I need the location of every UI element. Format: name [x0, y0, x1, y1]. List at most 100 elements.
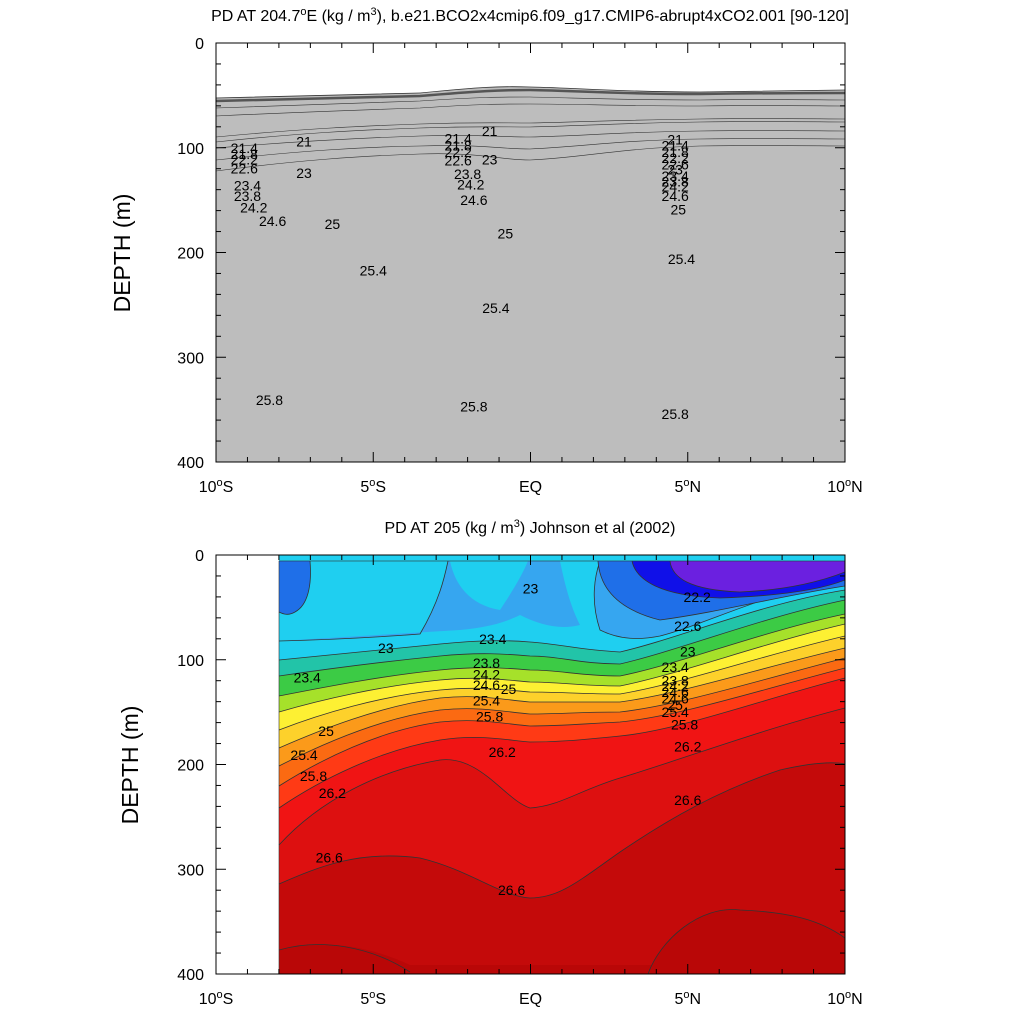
y-tick-label: 0 — [195, 548, 204, 565]
x-tick-label: 5oS — [360, 989, 386, 1008]
contour-label: 24.2 — [662, 179, 689, 195]
contour-label: 24.6 — [473, 677, 500, 693]
contour-label: 21.4 — [662, 138, 689, 154]
x-tick-label: 5oN — [674, 477, 701, 496]
x-tick-label: EQ — [519, 991, 542, 1008]
contour-label: 23 — [523, 581, 539, 597]
x-tick-label: 10oN — [827, 989, 862, 1008]
contour-label: 22.6 — [662, 157, 689, 173]
contour-label: 25.4 — [482, 300, 509, 316]
y-tick-label: 300 — [177, 350, 204, 367]
contour-label: 25 — [501, 681, 517, 697]
contour-label: 23.4 — [479, 631, 506, 647]
x-tick-label: 10oS — [199, 989, 234, 1008]
x-tick-label: 5oN — [674, 989, 701, 1008]
contour-label: 23.4 — [234, 177, 261, 193]
contour-label: 24.6 — [460, 192, 487, 208]
contour-label: 23.8 — [662, 173, 689, 189]
contour-label: 25 — [498, 226, 514, 242]
contour-label: 25.4 — [668, 251, 695, 267]
contour-label: 25.8 — [300, 768, 327, 784]
observation-density-fill — [216, 555, 845, 974]
contour-label: 25.4 — [473, 693, 500, 709]
contour-label: 23 — [296, 165, 312, 181]
model-band-20-8 — [216, 86, 845, 462]
contour-label: 23.8 — [662, 673, 689, 689]
observation-axes: 10oS 5oS EQ 5oN 10oN 0 100 200 300 400 — [177, 548, 862, 1008]
model-chart-title: PD AT 204.7oE (kg / m3), b.e21.BCO2x4cmi… — [211, 6, 849, 25]
model-axes: 10oS 5oS EQ 5oN 10oN 0 100 200 300 400 — [177, 36, 862, 496]
contour-label: 23 — [378, 640, 394, 656]
observation-chart-title: PD AT 205 (kg / m3) Johnson et al (2002) — [384, 518, 675, 537]
contour-label: 22.2 — [231, 151, 258, 167]
contour-label: 23.8 — [234, 188, 261, 204]
contour-label: 25.4 — [662, 704, 689, 720]
y-tick-label: 200 — [177, 758, 204, 775]
contour-label: 25 — [671, 202, 687, 218]
contour-label: 26.2 — [319, 785, 346, 801]
contour-label: 25.8 — [460, 398, 487, 414]
x-tick-label: EQ — [519, 479, 542, 496]
contour-label: 22.2 — [445, 144, 472, 160]
contour-label: 26.2 — [674, 739, 701, 755]
model-density-fill — [216, 43, 845, 462]
contour-label: 25 — [318, 723, 334, 739]
y-tick-label: 200 — [177, 246, 204, 263]
contour-label: 22.2 — [684, 589, 711, 605]
obs-band-23-2-core — [450, 561, 528, 610]
x-tick-label: 5oS — [360, 477, 386, 496]
contour-label: 22.2 — [662, 150, 689, 166]
contour-label: 24.2 — [473, 666, 500, 682]
y-tick-label: 400 — [177, 967, 204, 984]
contour-label: 25 — [667, 697, 683, 713]
contour-label: 23.4 — [294, 670, 321, 686]
contour-label: 23 — [667, 162, 683, 178]
y-tick-label: 100 — [177, 141, 204, 158]
contour-label: 22.6 — [231, 161, 258, 177]
observation-y-axis-label: DEPTH (m) — [117, 706, 143, 825]
contour-label: 23.4 — [662, 659, 689, 675]
model-panel: PD AT 204.7oE (kg / m3), b.e21.BCO2x4cmi… — [109, 6, 863, 496]
contour-label: 23.4 — [662, 168, 689, 184]
obs-band-21-6 — [670, 561, 845, 592]
contour-label: 21 — [482, 123, 498, 139]
obs-band-22-4 — [279, 561, 311, 615]
contour-label: 24.2 — [240, 199, 267, 215]
y-tick-label: 400 — [177, 455, 204, 472]
contour-label: 25.8 — [256, 392, 283, 408]
x-tick-label: 10oN — [827, 477, 862, 496]
contour-label: 24.6 — [662, 691, 689, 707]
model-y-axis-label: DEPTH (m) — [109, 194, 135, 313]
contour-label: 23 — [482, 151, 498, 167]
contour-label: 24.6 — [662, 684, 689, 700]
y-tick-label: 0 — [195, 36, 204, 53]
contour-label: 21.8 — [662, 144, 689, 160]
contour-label: 21 — [667, 131, 683, 147]
y-tick-label: 300 — [177, 862, 204, 879]
observation-panel: PD AT 205 (kg / m3) Johnson et al (2002) — [117, 518, 863, 1008]
contour-label: 21 — [296, 133, 312, 149]
contour-label: 24.2 — [662, 678, 689, 694]
contour-label: 25 — [325, 216, 341, 232]
contour-label: 26.6 — [498, 882, 525, 898]
contour-label: 25.8 — [671, 717, 698, 733]
contour-label: 24.6 — [662, 188, 689, 204]
contour-label: 22.6 — [445, 152, 472, 168]
contour-label: 25.4 — [360, 262, 387, 278]
contour-label: 23 — [680, 643, 696, 659]
contour-label: 26.2 — [489, 744, 516, 760]
contour-label: 24.2 — [457, 176, 484, 192]
contour-label: 22.6 — [674, 618, 701, 634]
contour-label: 25.8 — [662, 406, 689, 422]
contour-label: 26.6 — [674, 792, 701, 808]
contour-label: 21.4 — [231, 140, 258, 156]
y-tick-label: 100 — [177, 653, 204, 670]
contour-label: 25.4 — [290, 747, 317, 763]
contour-label: 24.6 — [259, 213, 286, 229]
contour-label: 21.8 — [445, 138, 472, 154]
contour-label: 25.8 — [476, 708, 503, 724]
contour-label: 21.4 — [445, 130, 472, 146]
